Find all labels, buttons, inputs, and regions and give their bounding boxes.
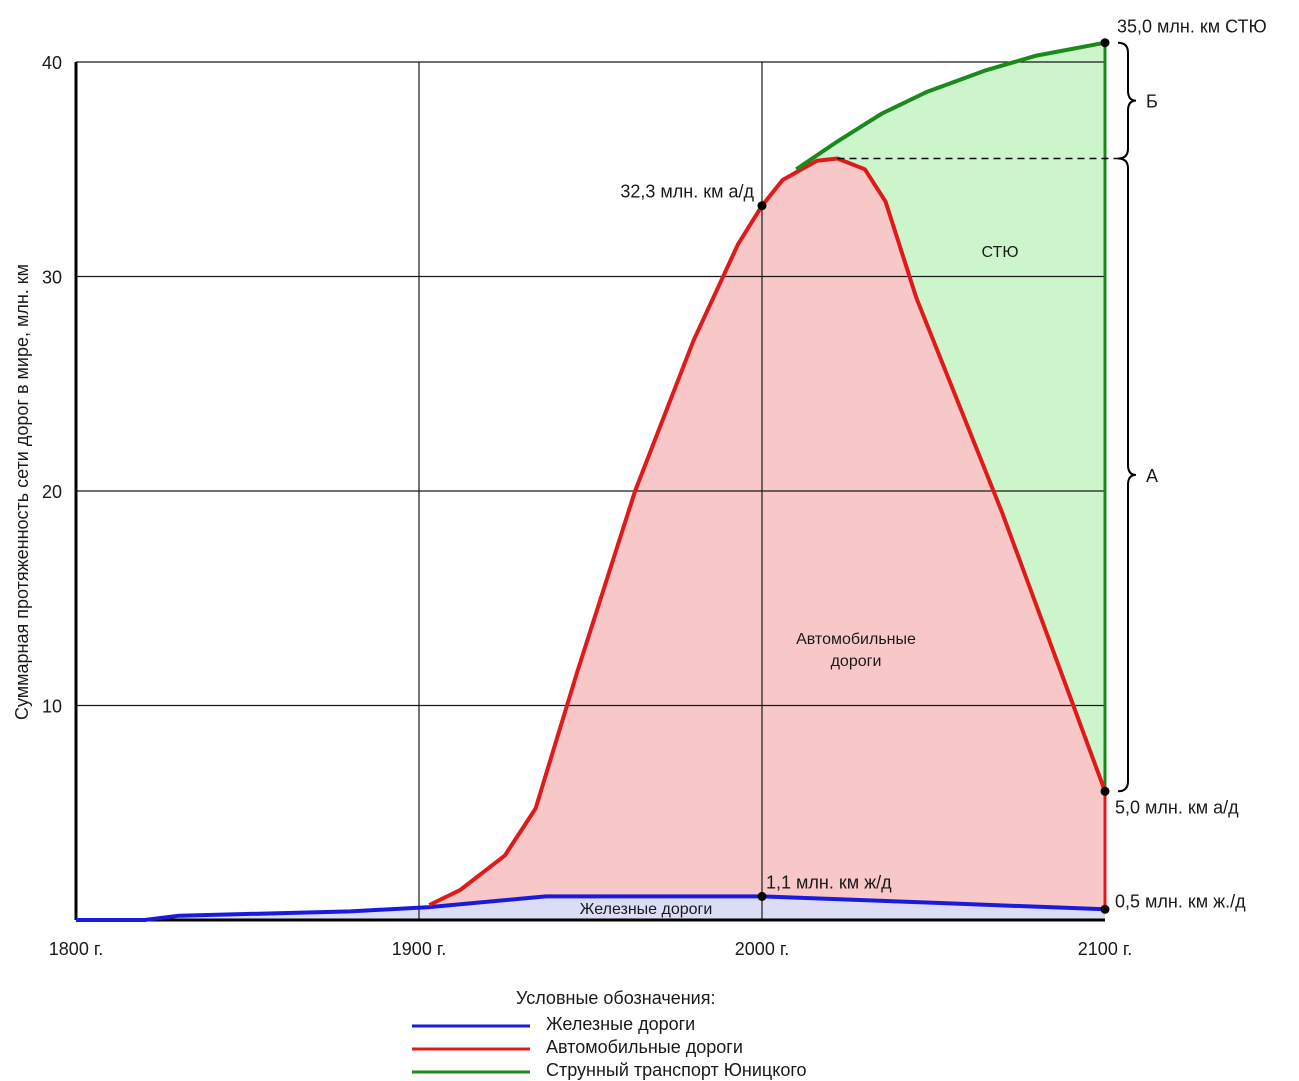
legend-label-rail: Железные дороги	[546, 1014, 695, 1034]
legend-label-string: Струнный транспорт Юницкого	[546, 1060, 807, 1080]
annotation-text-2: 5,0 млн. км а/д	[1115, 797, 1239, 817]
x-tick-label-1800: 1800 г.	[49, 939, 103, 959]
annotation-text-0: 35,0 млн. км СТЮ	[1117, 17, 1267, 37]
y-tick-label-40: 40	[42, 53, 62, 73]
road-area-label-line1: Автомобильные	[796, 631, 916, 648]
legend: Условные обозначения: Железные дороги Ав…	[412, 988, 807, 1080]
annotation-text-3: 1,1 млн. км ж/д	[766, 872, 892, 892]
annotation-point-4	[1100, 904, 1110, 914]
series-line-rail	[76, 894, 1106, 922]
y-tick-label-20: 20	[42, 482, 62, 502]
series-line-string	[795, 40, 1106, 171]
area-fills	[76, 42, 1105, 920]
string-area-label: СТЮ	[982, 244, 1019, 261]
bracket-0	[1117, 41, 1137, 160]
grid-lines	[74, 42, 1107, 922]
rail-area-fill	[76, 896, 1105, 920]
y-axis-label: Суммарная протяженность сети дорог в мир…	[12, 264, 32, 720]
road-area-fill	[429, 158, 1105, 910]
x-tick-label-1900: 1900 г.	[392, 939, 446, 959]
x-tick-label-2000: 2000 г.	[735, 939, 789, 959]
y-tick-label-10: 10	[42, 697, 62, 717]
annotations: 35,0 млн. км СТЮ 32,3 млн. км а/д 5,0 млн.…	[620, 17, 1266, 912]
legend-label-road: Автомобильные дороги	[546, 1037, 743, 1057]
bracket-label-1: А	[1146, 466, 1158, 486]
brackets-and-markers: БА	[757, 38, 1158, 914]
road-area-label-line2: дороги	[831, 653, 882, 670]
y-tick-label-30: 30	[42, 268, 62, 288]
annotation-point-0	[1100, 38, 1110, 48]
bracket-label-0: Б	[1146, 92, 1158, 112]
string-area-fill	[782, 42, 1105, 792]
rail-area-label: Железные дороги	[580, 901, 713, 918]
x-tick-label-2100: 2100 г.	[1078, 939, 1132, 959]
annotation-point-2	[1100, 786, 1110, 796]
annotation-point-3	[757, 891, 767, 901]
legend-title: Условные обозначения:	[516, 988, 715, 1008]
annotation-point-1	[757, 201, 767, 211]
axis-ticks: 10 20 30 40 1800 г. 1900 г. 2000 г. 2100 г.	[42, 53, 1132, 959]
annotation-text-1: 32,3 млн. км а/д	[620, 182, 754, 202]
annotation-text-4: 0,5 млн. км ж./д	[1115, 891, 1246, 911]
bracket-1	[1117, 157, 1137, 793]
